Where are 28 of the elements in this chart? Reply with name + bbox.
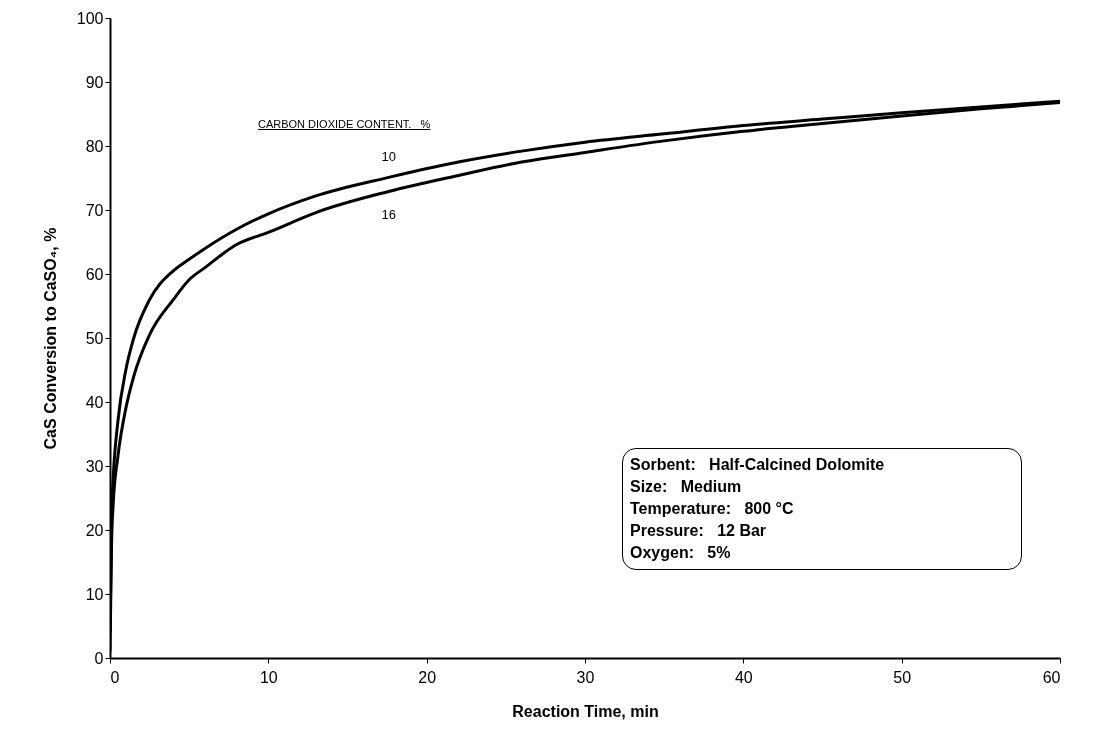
legend-title: CARBON DIOXIDE CONTENT. % xyxy=(258,118,431,130)
y-tick-label: 90 xyxy=(85,73,104,91)
annotation: Oxygen: 5% xyxy=(630,543,732,563)
x-tick-label: 10 xyxy=(259,668,278,686)
x-tick-label: 60 xyxy=(1042,668,1061,686)
y-tick-label: 20 xyxy=(85,521,104,539)
annotation: Sorbent: Half-Calcined Dolomite xyxy=(630,455,886,475)
x-axis-title: Reaction Time, min xyxy=(512,702,659,720)
annotation: Pressure: 12 Bar xyxy=(630,521,768,541)
series-label: 10 xyxy=(381,149,396,165)
x-tick-label: 0 xyxy=(110,668,120,686)
y-tick-label: 40 xyxy=(85,393,104,411)
x-tick-label: 30 xyxy=(576,668,595,686)
annotation: Size: Medium xyxy=(630,477,743,497)
y-tick-label: 0 xyxy=(94,649,104,667)
y-tick-label: 100 xyxy=(76,9,104,27)
x-tick-label: 50 xyxy=(893,668,912,686)
y-tick-label: 60 xyxy=(85,265,104,283)
x-tick-label: 40 xyxy=(734,668,753,686)
y-tick-label: 10 xyxy=(85,585,104,603)
series-label: 16 xyxy=(381,207,396,223)
y-tick-label: 80 xyxy=(85,137,104,155)
y-tick-label: 30 xyxy=(85,457,104,475)
y-tick-label: 70 xyxy=(85,201,104,219)
y-axis-title: CaS Conversion to CaSO₄, % xyxy=(41,227,59,450)
annotation: Temperature: 800 °C xyxy=(630,499,795,519)
y-tick-label: 50 xyxy=(85,329,104,347)
x-tick-label: 20 xyxy=(418,668,437,686)
